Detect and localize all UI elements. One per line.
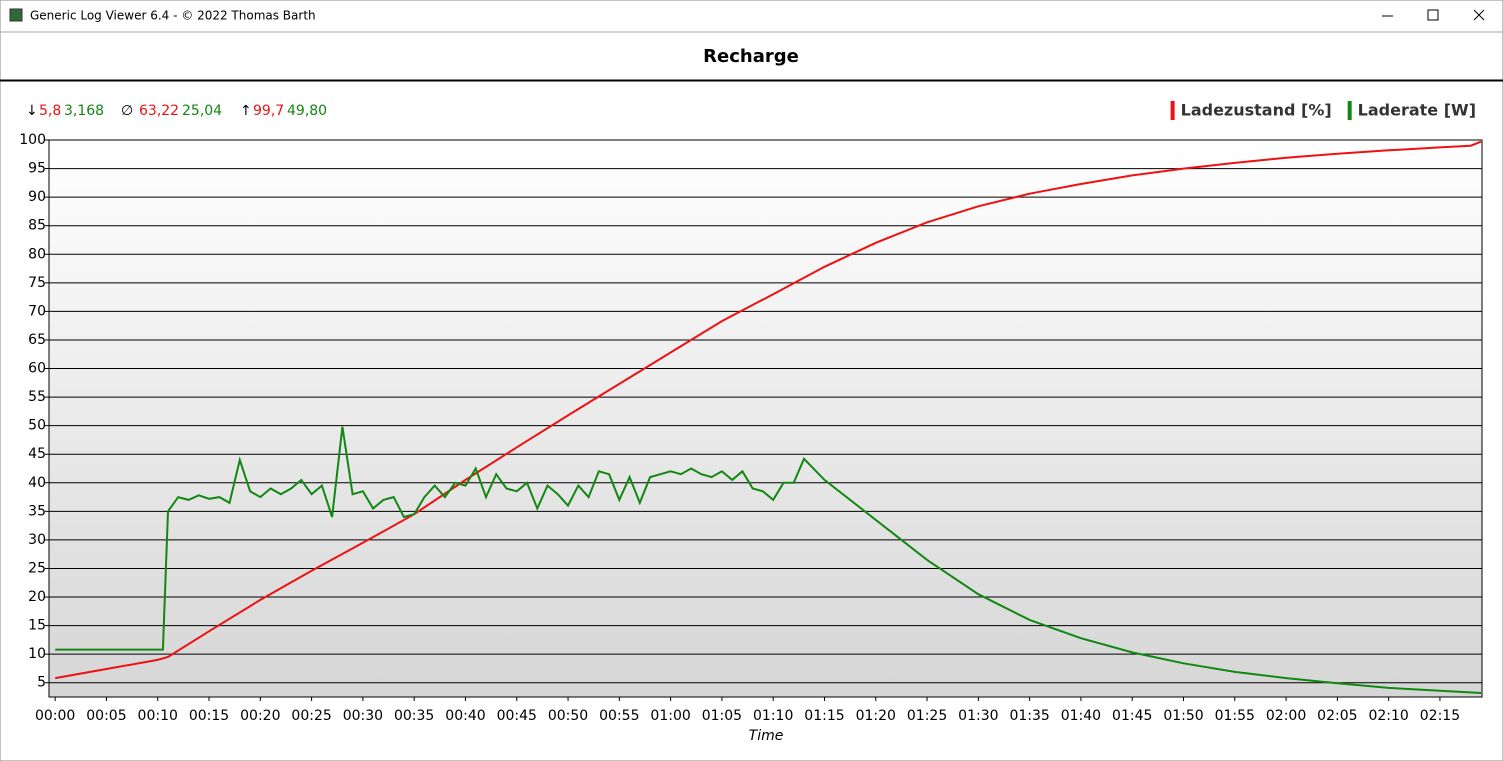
y-tick-label: 90 (28, 189, 46, 205)
x-tick-label: 00:15 (189, 708, 229, 724)
close-button[interactable] (1473, 9, 1485, 21)
x-tick-label: 01:20 (856, 708, 896, 724)
stat-symbol: ↓ (26, 103, 38, 119)
chart-title: Recharge (703, 46, 799, 67)
x-tick-label: 02:10 (1368, 708, 1408, 724)
y-tick-label: 30 (28, 532, 46, 548)
x-tick-label: 00:10 (138, 708, 178, 724)
legend-swatch[interactable] (1170, 101, 1175, 120)
plot-area (49, 140, 1482, 697)
y-tick-label: 40 (28, 475, 46, 491)
x-tick-label: 01:50 (1163, 708, 1203, 724)
y-tick-label: 45 (28, 446, 46, 462)
x-tick-label: 01:15 (804, 708, 844, 724)
x-tick-label: 01:35 (1009, 708, 1049, 724)
x-tick-label: 01:55 (1215, 708, 1255, 724)
legend-label[interactable]: Laderate [W] (1358, 101, 1476, 120)
stat-value: 25,04 (182, 103, 222, 119)
y-tick-label: 85 (28, 218, 46, 234)
x-tick-label: 01:25 (907, 708, 947, 724)
x-tick-label: 02:15 (1420, 708, 1460, 724)
x-tick-label: 00:05 (86, 708, 126, 724)
x-tick-label: 01:10 (753, 708, 793, 724)
stat-value: 99,7 (253, 103, 284, 119)
legend-swatch[interactable] (1347, 101, 1352, 120)
y-tick-label: 95 (28, 161, 46, 177)
plot-border (48, 139, 1483, 698)
x-tick-label: 00:50 (548, 708, 588, 724)
y-tick-label: 20 (28, 589, 46, 605)
x-tick-label: 01:40 (1061, 708, 1101, 724)
legend-label[interactable]: Ladezustand [%] (1181, 101, 1332, 120)
y-tick-label: 80 (28, 246, 46, 262)
y-tick-label: 65 (28, 332, 46, 348)
x-tick-label: 01:45 (1112, 708, 1152, 724)
x-tick-label: 01:30 (958, 708, 998, 724)
stat-value: 63,22 (139, 103, 179, 119)
y-tick-label: 100 (19, 132, 46, 148)
x-tick-label: 00:25 (291, 708, 331, 724)
maximize-button[interactable] (1427, 9, 1439, 21)
x-axis-label: Time (749, 728, 784, 744)
window-title: Generic Log Viewer 6.4 - © 2022 Thomas B… (30, 9, 316, 23)
y-tick-label: 75 (28, 275, 46, 291)
series-line (55, 426, 1482, 694)
y-tick-label: 5 (37, 675, 46, 691)
stat-symbol: ∅ (121, 103, 133, 119)
x-tick-label: 02:05 (1317, 708, 1357, 724)
y-tick-label: 10 (28, 646, 46, 662)
stat-value: 3,168 (64, 103, 104, 119)
y-tick-label: 60 (28, 361, 46, 377)
y-tick-label: 25 (28, 560, 46, 576)
stat-value: 5,8 (39, 103, 61, 119)
y-tick-label: 35 (28, 503, 46, 519)
x-tick-label: 00:00 (35, 708, 75, 724)
x-tick-label: 00:40 (445, 708, 485, 724)
x-tick-label: 00:45 (497, 708, 537, 724)
x-tick-label: 00:35 (394, 708, 434, 724)
stat-symbol: ↑ (240, 103, 252, 119)
y-tick-label: 55 (28, 389, 46, 405)
x-tick-label: 00:55 (599, 708, 639, 724)
y-tick-label: 15 (28, 618, 46, 634)
x-tick-label: 00:30 (343, 708, 383, 724)
app-icon (9, 8, 23, 22)
x-tick-label: 02:00 (1266, 708, 1306, 724)
y-tick-label: 70 (28, 303, 46, 319)
x-tick-label: 00:20 (240, 708, 280, 724)
x-tick-label: 01:05 (702, 708, 742, 724)
stat-value: 49,80 (287, 103, 327, 119)
series-line (55, 140, 1482, 680)
y-tick-label: 50 (28, 418, 46, 434)
x-tick-label: 01:00 (650, 708, 690, 724)
